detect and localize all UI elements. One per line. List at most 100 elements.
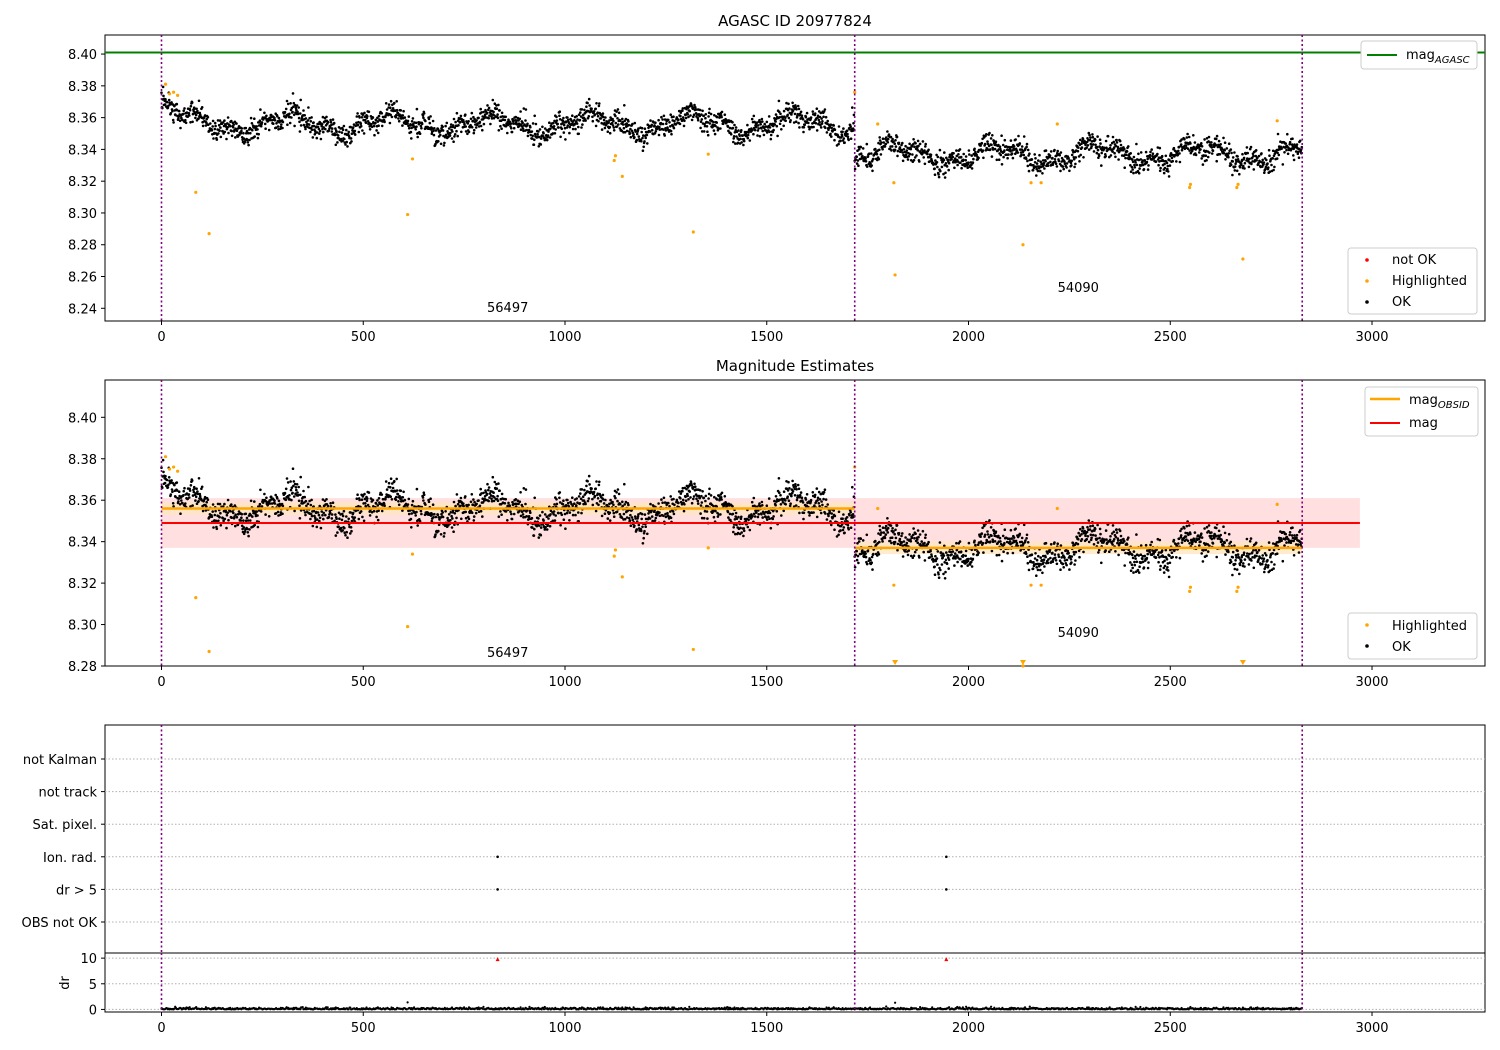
highlighted-point bbox=[176, 93, 180, 97]
ok-point bbox=[732, 530, 735, 534]
ok-point bbox=[727, 516, 730, 519]
ok-point bbox=[597, 483, 601, 487]
ok-point bbox=[957, 153, 960, 156]
ok-point bbox=[936, 165, 939, 169]
ok-point bbox=[606, 130, 610, 133]
ok-point bbox=[989, 148, 992, 151]
ok-point bbox=[429, 497, 432, 501]
ok-point bbox=[923, 149, 926, 152]
ok-point bbox=[603, 512, 607, 515]
ok-point bbox=[856, 554, 860, 558]
ok-point bbox=[796, 112, 800, 116]
highlighted-point bbox=[410, 157, 415, 161]
ok-point bbox=[731, 512, 735, 516]
ok-point bbox=[837, 125, 841, 128]
ok-point bbox=[923, 559, 927, 562]
ok-point bbox=[625, 129, 629, 133]
ok-point bbox=[1245, 146, 1249, 149]
ok-point bbox=[1235, 169, 1239, 173]
ok-point bbox=[654, 516, 658, 520]
ok-point bbox=[289, 102, 292, 105]
ok-point bbox=[968, 153, 971, 156]
ok-point bbox=[169, 493, 173, 496]
ok-point bbox=[441, 129, 445, 132]
ok-point bbox=[606, 517, 610, 520]
ok-point bbox=[1009, 139, 1013, 142]
ok-point bbox=[455, 493, 459, 496]
ok-point bbox=[255, 125, 258, 128]
ok-point bbox=[1011, 149, 1014, 152]
ok-point bbox=[1022, 153, 1026, 157]
ok-point bbox=[672, 497, 675, 501]
ok-point bbox=[327, 515, 331, 519]
y-tick-label: 8.26 bbox=[68, 271, 97, 286]
ok-point bbox=[629, 524, 633, 527]
ok-point bbox=[531, 122, 535, 125]
ok-point bbox=[612, 515, 616, 518]
ok-point bbox=[669, 129, 673, 133]
ok-point bbox=[779, 503, 783, 506]
ok-point bbox=[410, 120, 414, 123]
ok-point bbox=[947, 567, 950, 570]
ok-point bbox=[214, 509, 217, 513]
ok-point bbox=[643, 529, 646, 533]
ok-point bbox=[894, 528, 897, 532]
ok-point bbox=[830, 135, 833, 138]
ok-point bbox=[411, 499, 415, 503]
ok-point bbox=[1132, 155, 1136, 159]
ok-point bbox=[506, 131, 509, 135]
ok-point bbox=[1292, 154, 1295, 157]
ok-point bbox=[603, 126, 607, 130]
ok-point bbox=[1231, 173, 1234, 177]
ok-point bbox=[864, 160, 868, 163]
ok-point bbox=[816, 499, 819, 502]
ok-point bbox=[972, 553, 975, 556]
ok-point bbox=[1267, 166, 1270, 169]
legend-highlighted: Highlighted bbox=[1392, 274, 1467, 289]
ok-point bbox=[1118, 139, 1122, 143]
ok-point bbox=[1016, 151, 1019, 154]
ok-point bbox=[458, 504, 462, 508]
highlighted-point bbox=[207, 232, 211, 236]
ok-point bbox=[650, 128, 654, 132]
ok-point bbox=[503, 118, 507, 122]
panel2-title: Magnitude Estimates bbox=[716, 357, 874, 375]
ok-point bbox=[478, 504, 482, 508]
ok-point bbox=[1183, 137, 1186, 141]
ok-point bbox=[1104, 154, 1107, 158]
ok-point bbox=[796, 104, 800, 108]
ok-point bbox=[590, 487, 593, 490]
ok-point bbox=[340, 518, 344, 522]
ok-point bbox=[196, 111, 200, 115]
ok-point bbox=[1219, 143, 1222, 146]
ok-point bbox=[211, 125, 214, 128]
ok-point bbox=[608, 125, 612, 129]
ok-point bbox=[452, 530, 455, 533]
ok-point bbox=[532, 143, 536, 146]
ok-point bbox=[234, 127, 237, 131]
ok-point bbox=[985, 133, 988, 136]
ok-point bbox=[692, 497, 695, 501]
ok-point bbox=[953, 157, 957, 160]
ok-point bbox=[922, 156, 925, 159]
ok-point bbox=[869, 558, 872, 562]
highlighted-point bbox=[892, 181, 896, 185]
y-tick-label: 8.28 bbox=[68, 239, 97, 254]
ok-point bbox=[579, 111, 582, 114]
ok-point bbox=[742, 534, 745, 538]
ok-point bbox=[760, 127, 763, 130]
ok-point bbox=[681, 498, 685, 502]
ok-point bbox=[1184, 144, 1188, 147]
ok-point bbox=[409, 517, 413, 521]
ok-point bbox=[206, 498, 210, 502]
ok-point bbox=[747, 518, 750, 521]
ok-point bbox=[410, 526, 413, 529]
ok-point bbox=[829, 123, 833, 126]
ok-point bbox=[701, 490, 704, 493]
ok-point bbox=[1143, 159, 1147, 162]
ok-point bbox=[343, 141, 347, 144]
ok-point bbox=[935, 153, 938, 157]
ok-point bbox=[1164, 154, 1168, 158]
ok-point bbox=[812, 511, 815, 514]
ok-point bbox=[936, 155, 940, 159]
